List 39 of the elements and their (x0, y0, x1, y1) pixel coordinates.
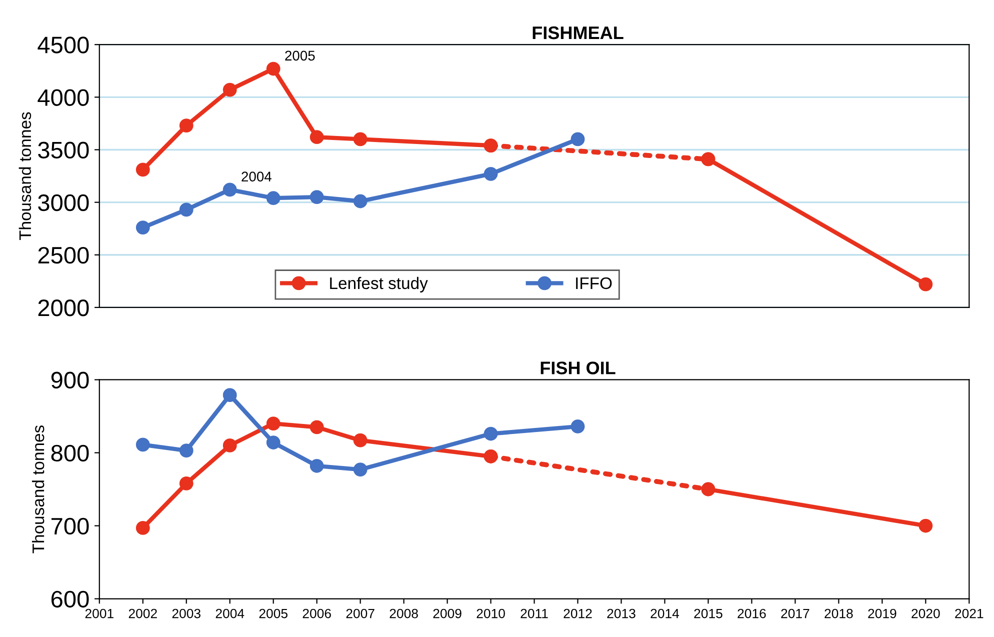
x-tick-label: 2001 (85, 608, 114, 618)
x-tick-label: 2008 (390, 608, 418, 618)
y-tick-label: 4000 (38, 89, 89, 106)
x-tick-label: 2021 (955, 608, 984, 618)
x-tick-label: 2009 (433, 608, 462, 618)
x-tick-label: 2005 (259, 608, 288, 618)
x-tick-label: 2017 (781, 608, 810, 618)
x-tick-label: 2010 (476, 608, 505, 618)
annotation: 2005 (285, 50, 315, 61)
x-tick-label: 2018 (824, 608, 853, 618)
x-tick-label: 2004 (216, 608, 244, 618)
y-tick-label: 700 (52, 518, 89, 535)
x-tick-label: 2014 (650, 608, 680, 618)
x-tick-label: 2015 (694, 608, 722, 618)
annotation: 2004 (242, 172, 272, 182)
x-tick-label: 2002 (128, 608, 157, 618)
x-tick-label: 2003 (172, 608, 200, 618)
x-tick-label: 2020 (912, 608, 940, 618)
y-tick-label: 3000 (38, 194, 89, 212)
legend-label: IFFO (576, 277, 612, 290)
y-tick-label: 2500 (38, 246, 89, 264)
y-axis-title: Thousand tonnes (18, 112, 32, 240)
y-axis-title: Thousand tonnes (32, 425, 44, 554)
x-tick-label: 2006 (302, 608, 331, 618)
y-tick-label: 2000 (38, 300, 89, 316)
legend-label: Lenfest study (330, 276, 428, 292)
x-tick-label: 2012 (564, 608, 592, 618)
y-tick-label: 900 (51, 372, 89, 389)
y-tick-label: 800 (51, 444, 89, 462)
x-tick-label: 2011 (520, 608, 548, 618)
x-tick-label: 2016 (738, 608, 766, 618)
x-tick-label: 2007 (346, 608, 374, 618)
y-tick-label: 600 (51, 590, 89, 608)
x-tick-label: 2013 (607, 608, 636, 618)
x-tick-label: 2019 (868, 608, 896, 618)
chart-title: FISHMEAL (532, 26, 624, 40)
y-tick-label: 3500 (38, 142, 89, 159)
y-tick-label: 4500 (38, 36, 89, 54)
chart-title: FISH OIL (540, 362, 616, 374)
